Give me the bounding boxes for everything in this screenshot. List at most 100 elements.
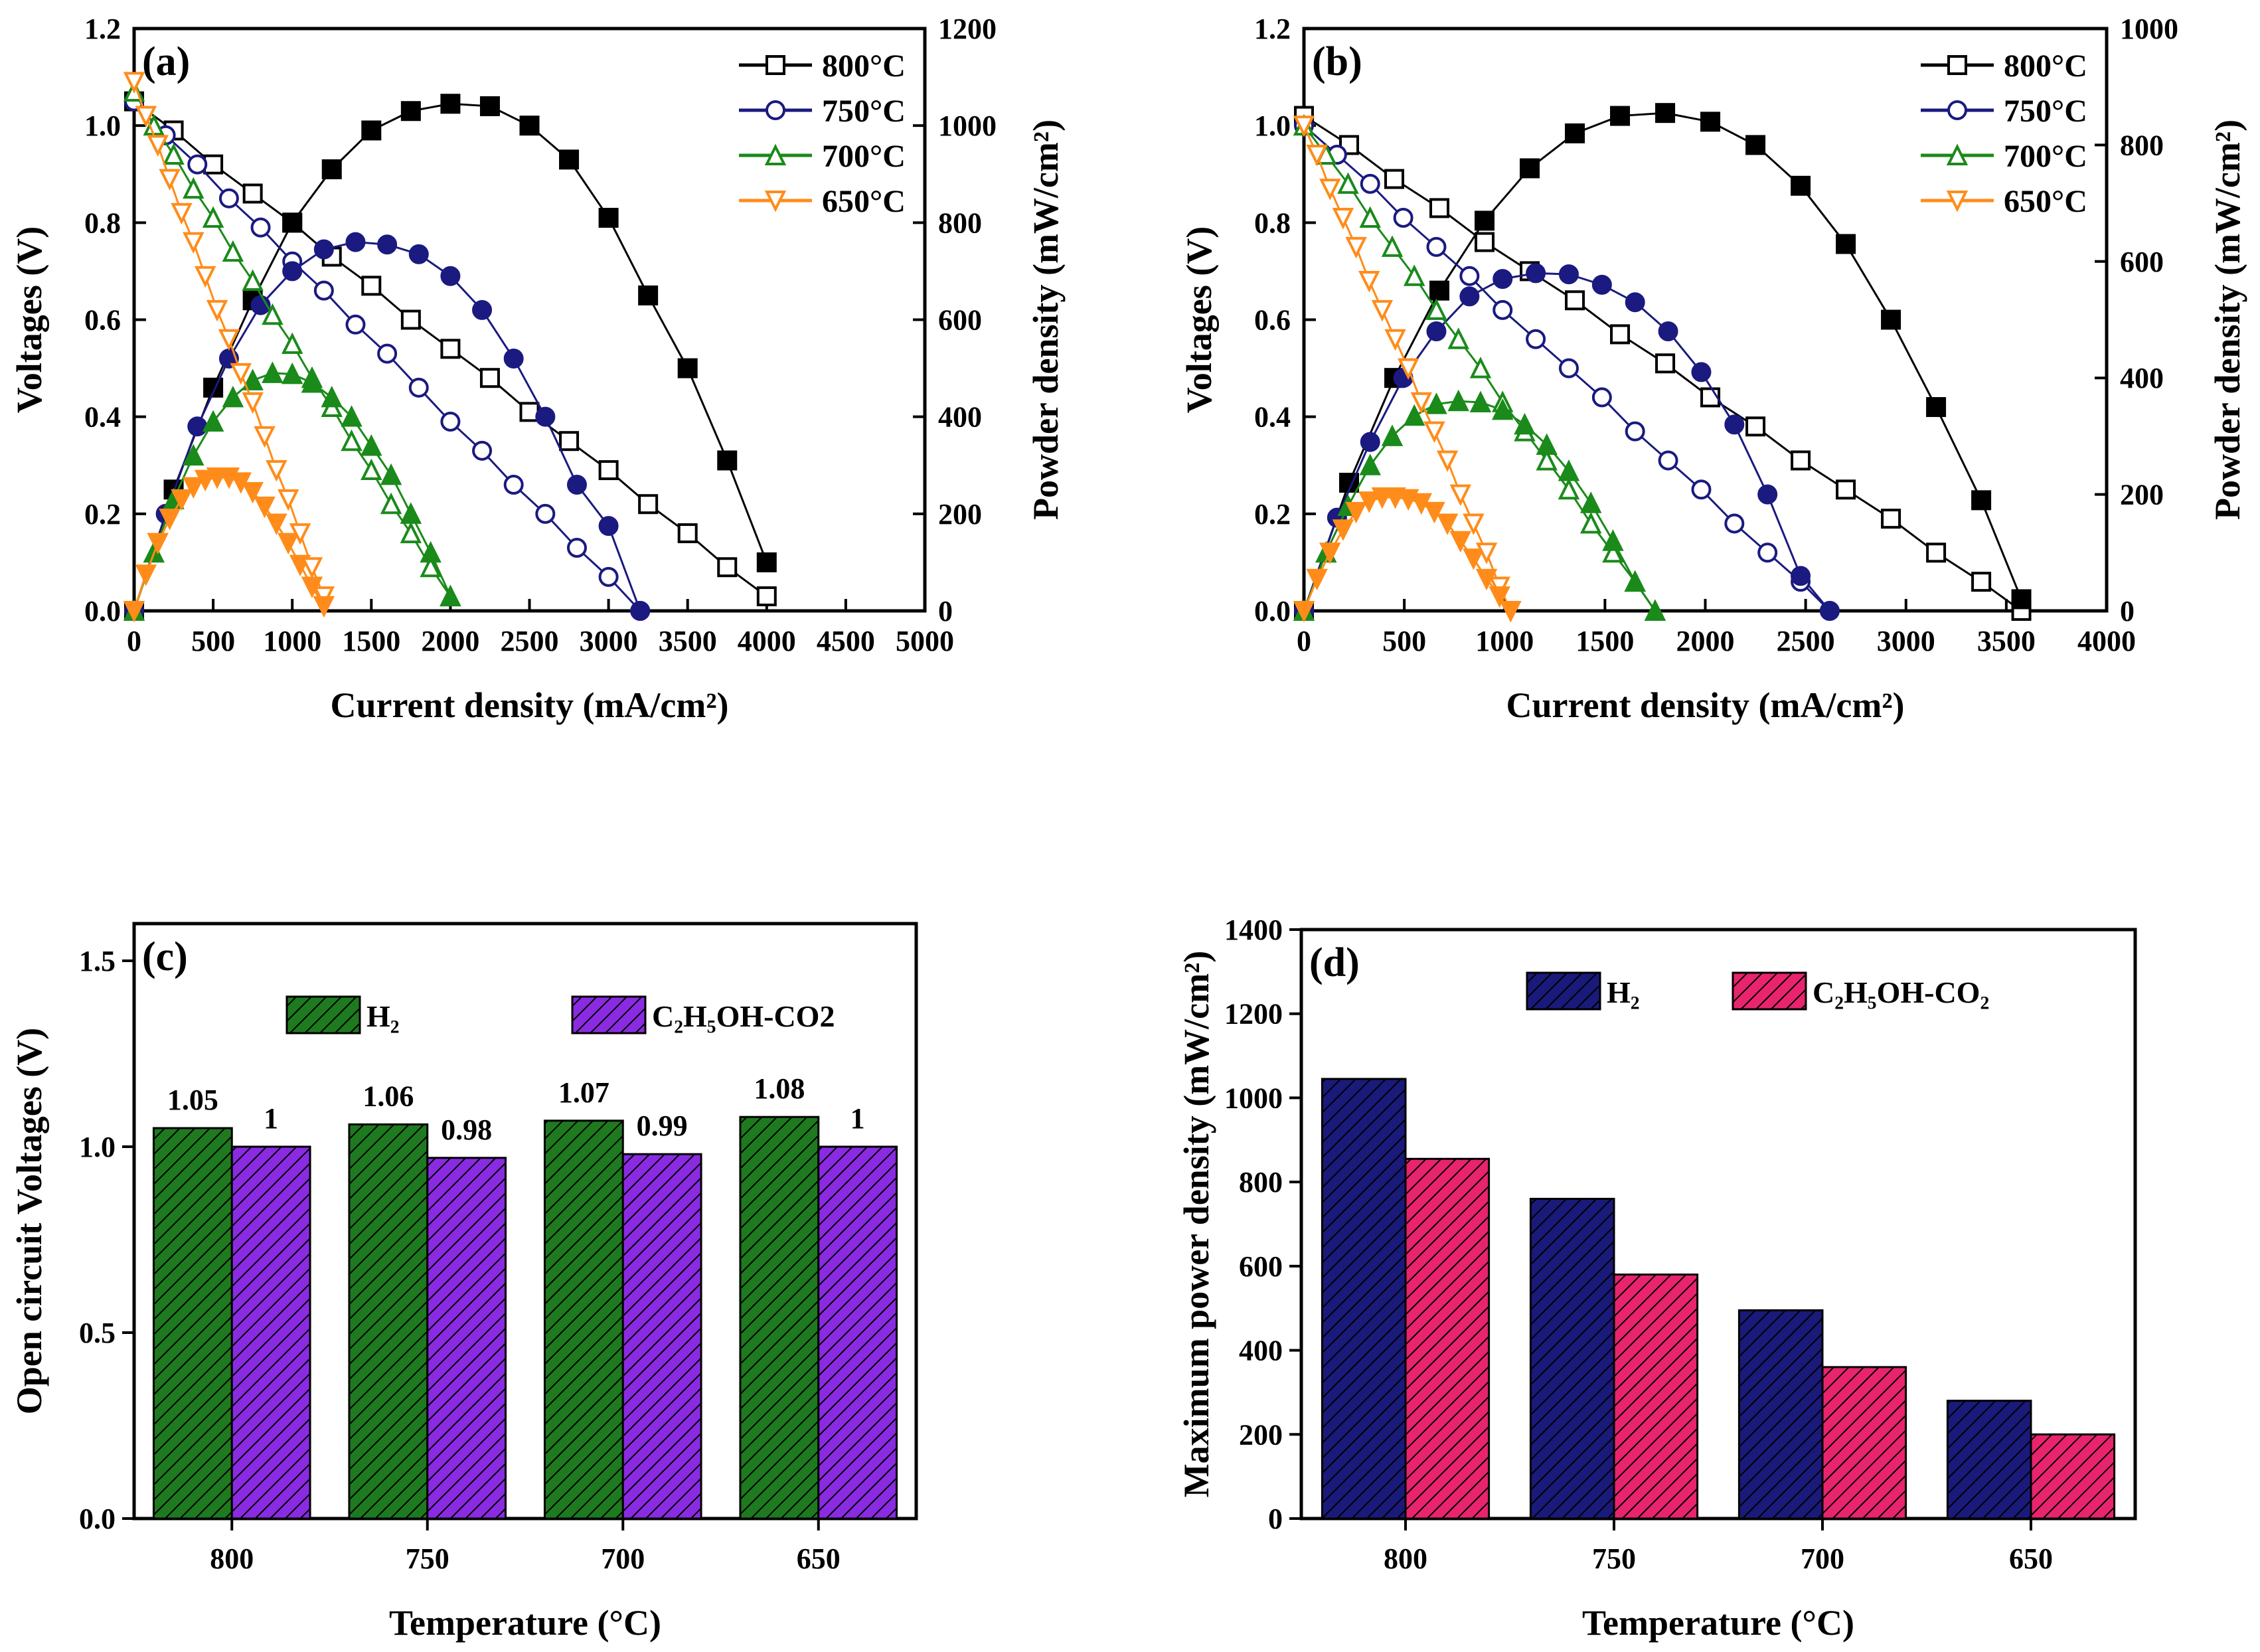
bar-value-label: 0.99 <box>637 1110 688 1142</box>
voltage-point <box>341 429 363 452</box>
voltage-point <box>503 474 524 495</box>
y2-axis-label: Powder density (mW/cm²) <box>2208 120 2247 520</box>
series-2 <box>123 80 461 621</box>
power-point <box>159 509 181 531</box>
y-axis-label: Maximum power density (mW/cm²) <box>1176 951 1216 1498</box>
bar-ethanol <box>817 1145 898 1520</box>
power-point <box>262 361 283 383</box>
power-point <box>1359 454 1381 475</box>
bar-value-label: 1.08 <box>754 1072 805 1105</box>
power-point <box>266 513 287 535</box>
series-1 <box>124 91 651 621</box>
y2-tick-label: 400 <box>2120 362 2164 394</box>
power-point <box>1459 286 1480 307</box>
plot-frame <box>1299 928 2137 1521</box>
y2-tick-label: 200 <box>2120 479 2164 511</box>
voltage-point <box>1658 450 1678 471</box>
voltage-point <box>559 431 580 452</box>
voltage-point <box>1306 145 1328 167</box>
power-point <box>183 444 204 466</box>
x-tick-label: 800 <box>210 1542 254 1575</box>
bar-h2 <box>1529 1197 1615 1520</box>
y-tick-label: 1.5 <box>79 945 116 977</box>
voltage-point <box>717 557 738 578</box>
x-tick-label: 4500 <box>817 625 875 657</box>
voltage-point <box>242 392 264 414</box>
bar-ethanol <box>2030 1433 2116 1520</box>
power-point <box>479 96 500 116</box>
power-point <box>1469 390 1492 413</box>
power-point <box>2011 589 2032 610</box>
power-point <box>194 469 216 492</box>
x-tick-label: 800 <box>1384 1542 1427 1575</box>
legend-swatch <box>1732 971 1807 1011</box>
power-point <box>202 410 224 432</box>
y-tick-label: 0.8 <box>84 206 121 239</box>
y-tick-label: 0 <box>1268 1503 1283 1535</box>
power-point <box>1423 501 1445 524</box>
legend-swatch <box>1526 971 1601 1011</box>
bar-ethanol <box>1613 1274 1699 1520</box>
x-tick-label: 750 <box>1592 1542 1636 1575</box>
power-point <box>535 406 556 427</box>
voltage-point <box>472 440 493 461</box>
y2-tick-label: 600 <box>938 304 982 337</box>
voltage-point <box>147 135 169 157</box>
power-point <box>1500 601 1522 623</box>
power-point <box>1319 542 1341 564</box>
bar-h2 <box>348 1123 429 1520</box>
power-point <box>1971 490 1992 511</box>
x-tick-label: 1500 <box>342 625 400 657</box>
voltage-point <box>159 169 181 191</box>
voltage-point <box>1463 513 1485 535</box>
bar-h2 <box>543 1119 624 1520</box>
y2-tick-label: 0 <box>2120 595 2135 627</box>
voltage-point <box>1526 329 1546 349</box>
panel-d: (d) Maximum power density (mW/cm²) Tempera… <box>1176 914 2137 1643</box>
voltage-point <box>163 143 185 165</box>
power-point <box>281 362 303 384</box>
y-tick-label: 0.6 <box>1254 304 1291 337</box>
power-point <box>254 496 276 519</box>
voltage-point <box>1475 232 1495 252</box>
power-point <box>1493 269 1513 289</box>
panel-b: (b) Voltages (V) Current density (mA/cm²) P… <box>1179 13 2247 725</box>
power-point <box>1426 321 1447 342</box>
power-point <box>1358 491 1380 513</box>
power-point <box>1926 397 1947 418</box>
bar-ethanol <box>1821 1366 1907 1520</box>
power-point <box>1526 263 1546 284</box>
power-point <box>377 234 398 255</box>
x-axis-label: Temperature (°C) <box>1582 1603 1854 1643</box>
y-tick-label: 1.0 <box>79 1131 116 1163</box>
bar-h2 <box>1321 1078 1407 1520</box>
y-tick-label: 0.6 <box>84 304 121 337</box>
panel-label: (c) <box>142 934 188 979</box>
voltage-point <box>1724 513 1745 534</box>
power-point <box>598 516 619 537</box>
voltage-point <box>1360 173 1380 194</box>
y2-tick-label: 600 <box>2120 246 2164 278</box>
power-point <box>677 358 698 378</box>
x-tick-label: 500 <box>191 625 235 657</box>
y-tick-label: 1200 <box>1224 998 1283 1031</box>
x-tick-label: 700 <box>1801 1542 1844 1575</box>
power-point <box>440 94 461 114</box>
voltage-point <box>1423 421 1445 444</box>
power-point <box>222 385 244 408</box>
power-point <box>519 116 540 136</box>
voltage-point <box>183 177 204 199</box>
x-tick-label: 650 <box>2009 1542 2053 1575</box>
voltage-point <box>1655 353 1676 374</box>
power-point <box>1691 362 1712 382</box>
power-point <box>1558 264 1579 285</box>
voltage-point <box>1536 448 1558 471</box>
y-tick-label: 1.0 <box>84 110 121 142</box>
power-point <box>440 584 461 607</box>
power-point <box>1565 123 1585 143</box>
y-tick-label: 1.2 <box>1254 13 1291 45</box>
bar-ethanol <box>230 1145 311 1520</box>
voltage-point <box>1475 542 1498 564</box>
power-point <box>630 601 651 621</box>
voltage-point <box>171 203 193 225</box>
